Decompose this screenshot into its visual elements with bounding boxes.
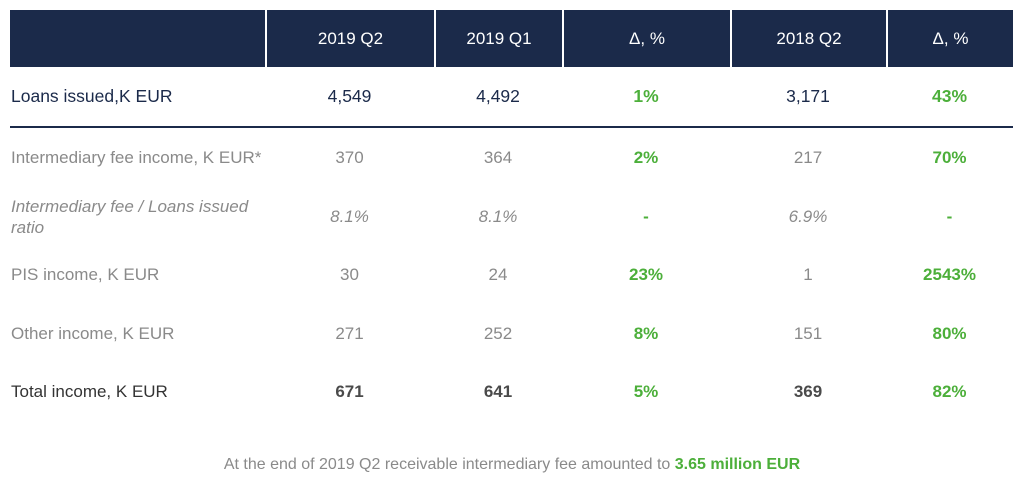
value-2019-q1: 641 (483, 382, 513, 401)
table-header: 2019 Q2 2019 Q1 Δ, % 2018 Q2 Δ, % (10, 10, 1013, 67)
footnote: At the end of 2019 Q2 receivable interme… (0, 456, 1024, 474)
value-2019-q2: 671 (335, 382, 364, 401)
row-label: Other income, K EUR (11, 323, 175, 343)
value-2019-q2: 8.1% (330, 207, 369, 226)
header-cell-delta-year: Δ, % (886, 10, 1013, 67)
value-delta-quarter: 1% (633, 86, 659, 106)
row-label: Intermediary fee income, K EUR* (11, 148, 262, 167)
header-cell-2019-q1: 2019 Q1 (434, 10, 562, 67)
table-row-intermediary-fee: Intermediary fee income, K EUR* 370 364 … (10, 128, 1013, 188)
value-2018-q2: 3,171 (786, 86, 830, 106)
value-delta-year: 80% (932, 323, 967, 343)
table-row-other-income: Other income, K EUR 271 252 8% 151 80% (10, 304, 1013, 363)
value-2019-q1: 364 (483, 148, 513, 167)
value-delta-year: 70% (932, 148, 967, 167)
value-2019-q1: 24 (488, 265, 508, 284)
row-label: Total income, K EUR (11, 382, 168, 401)
value-2019-q1: 4,492 (476, 86, 520, 106)
header-cell-empty (10, 10, 265, 67)
value-delta-year: 43% (931, 86, 968, 106)
value-delta-quarter: 8% (633, 323, 659, 343)
value-delta-quarter: - (643, 207, 649, 226)
income-table: 2019 Q2 2019 Q1 Δ, % 2018 Q2 Δ, % Loans … (10, 10, 1013, 421)
value-2018-q2: 369 (793, 382, 823, 401)
table-row-total-income: Total income, K EUR 671 641 5% 369 82% (10, 363, 1013, 421)
value-2019-q2: 30 (340, 265, 359, 284)
value-2019-q2: 370 (335, 148, 364, 167)
header-cell-2018-q2: 2018 Q2 (730, 10, 886, 67)
row-label: PIS income, K EUR (11, 265, 160, 284)
value-2019-q1: 252 (483, 323, 513, 343)
table-row-fee-ratio: Intermediary fee / Loans issued ratio 8.… (10, 188, 1013, 246)
footnote-text: At the end of 2019 Q2 receivable interme… (223, 456, 675, 473)
value-2018-q2: 217 (793, 148, 823, 167)
table-row-pis-income: PIS income, K EUR 30 24 23% 1 2543% (10, 246, 1013, 304)
row-label-line-2: ratio (11, 218, 45, 237)
row-label: Loans issued,K EUR (11, 86, 173, 106)
row-label: Intermediary fee / Loans issued ratio (10, 196, 265, 238)
value-delta-quarter: 2% (633, 148, 659, 167)
value-2018-q2: 6.9% (788, 207, 828, 226)
header-cell-delta-quarter: Δ, % (562, 10, 730, 67)
value-2019-q1: 8.1% (478, 207, 518, 226)
value-delta-year: 2543% (923, 265, 976, 284)
value-2019-q2: 271 (335, 323, 364, 343)
value-delta-quarter: 5% (633, 382, 659, 401)
table-divider (10, 126, 1013, 128)
value-2019-q2: 4,549 (327, 86, 372, 106)
header-cell-2019-q2: 2019 Q2 (265, 10, 434, 67)
value-delta-quarter: 23% (628, 265, 664, 284)
value-2018-q2: 151 (793, 323, 823, 343)
table-row-loans-issued: Loans issued,K EUR 4,549 4,492 1% 3,171 … (10, 67, 1013, 126)
row-label-line-1: Intermediary fee / Loans issued (11, 197, 249, 216)
value-delta-year: - (946, 207, 953, 226)
value-2018-q2: 1 (803, 265, 813, 284)
footnote-highlight: 3.65 million EUR (674, 456, 801, 473)
value-delta-year: 82% (932, 382, 967, 401)
